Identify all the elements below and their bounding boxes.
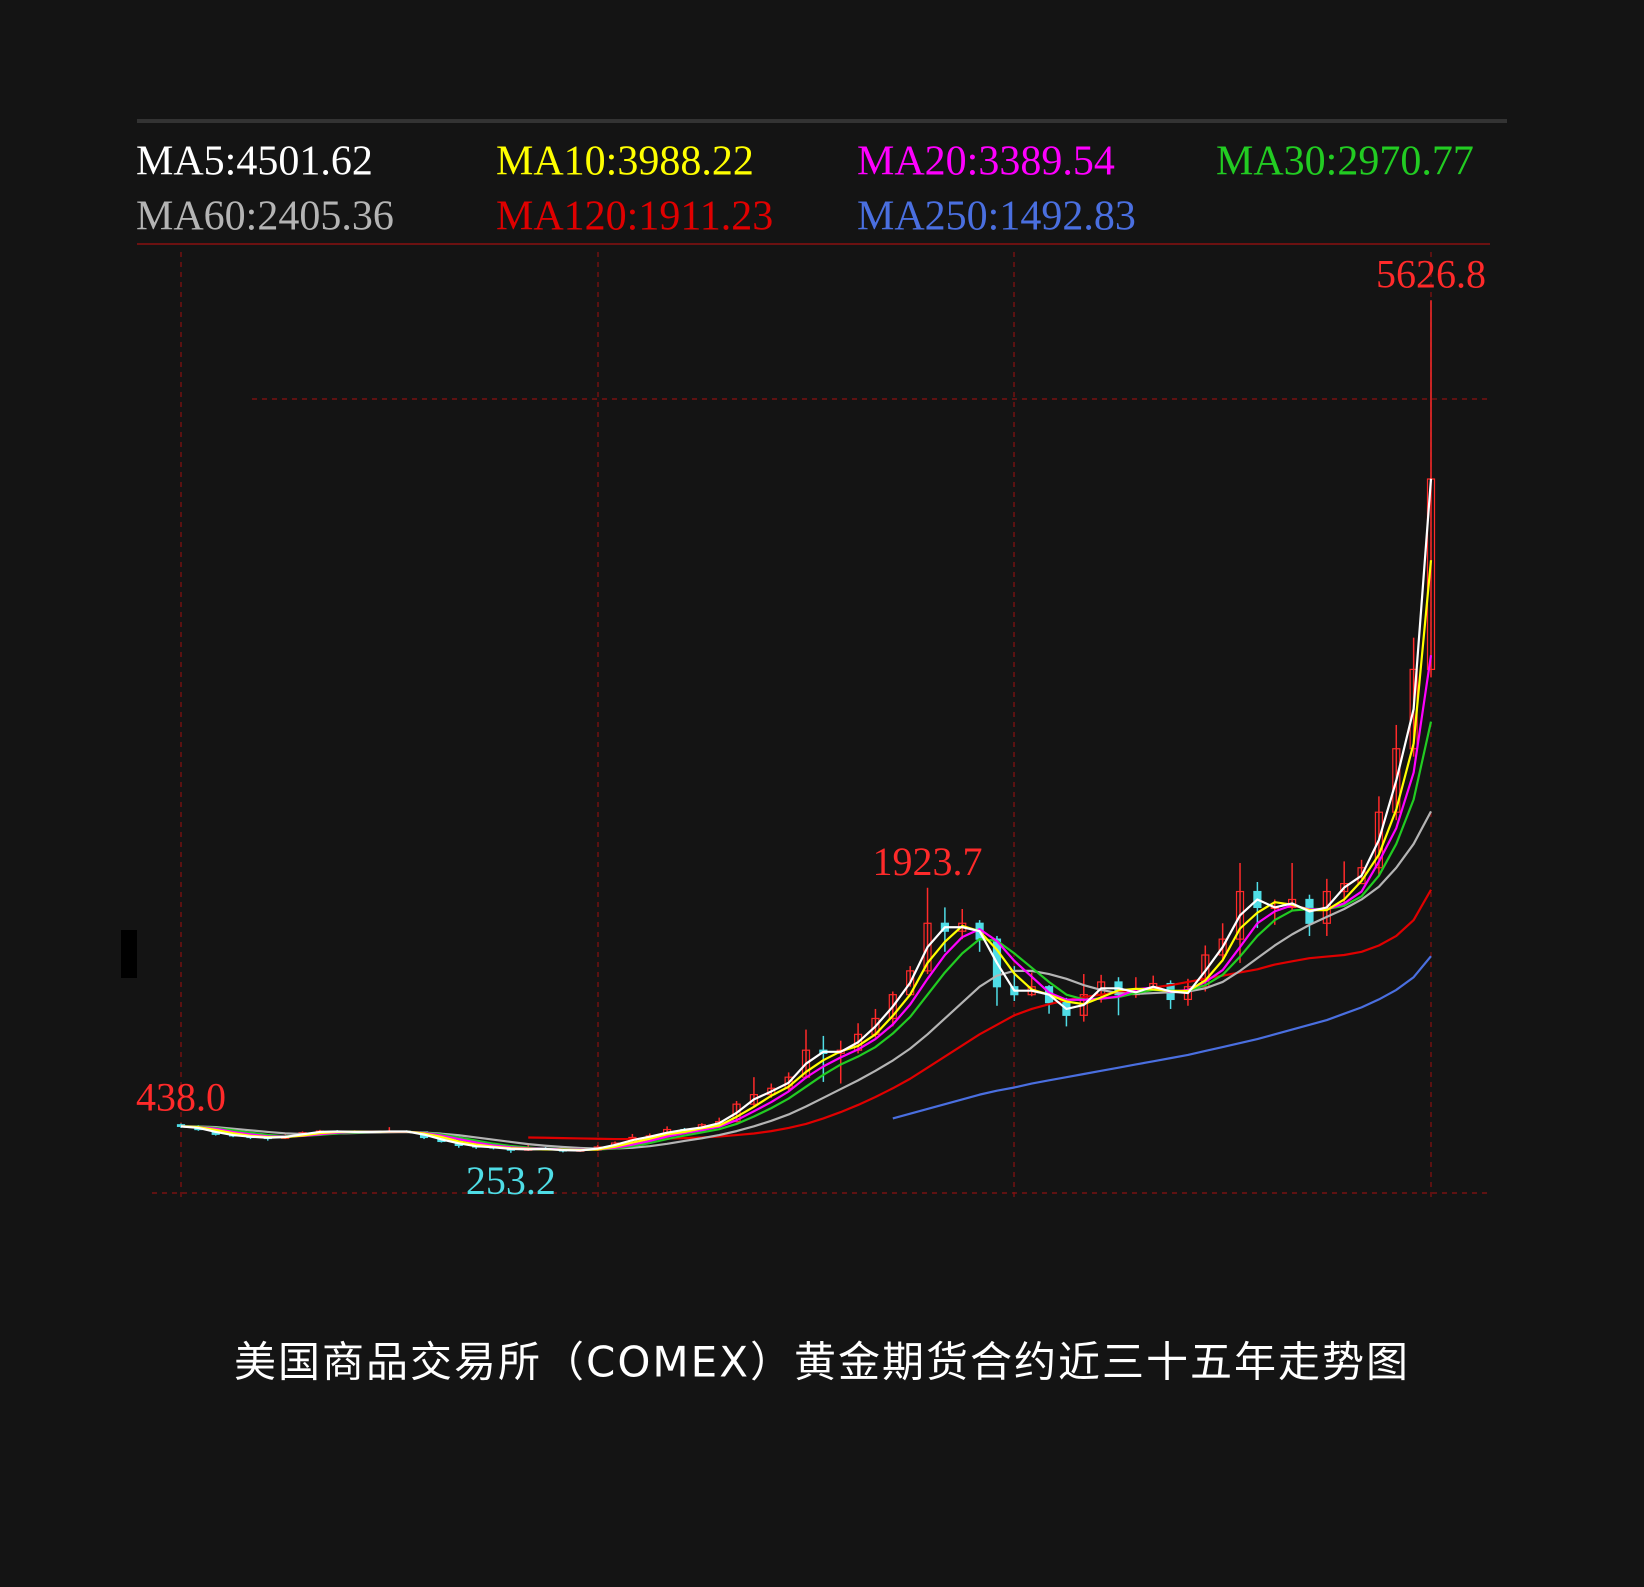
legend: MA5:4501.62 MA10:3988.22 MA20:3389.54 MA30:… — [136, 139, 1474, 240]
chart-title: 美国商品交易所（COMEX）黄金期货合约近三十五年走势图 — [234, 1338, 1410, 1387]
candle-body — [1340, 882, 1349, 893]
ma-line — [892, 955, 1432, 1120]
low-label: 253.2 — [466, 1158, 556, 1203]
candle-body — [888, 994, 897, 1020]
candle-body — [1374, 811, 1384, 869]
marker-block — [121, 930, 137, 978]
candle-body — [1235, 890, 1245, 940]
legend-entry: MA120:1911.23 — [496, 194, 773, 240]
legend-entry: MA10:3988.22 — [496, 139, 754, 185]
legend-entry: MA20:3389.54 — [857, 139, 1115, 185]
high-label: 438.0 — [136, 1075, 226, 1120]
ma-line — [528, 889, 1432, 1141]
candle-body — [732, 1103, 741, 1123]
legend-entry: MA5:4501.62 — [136, 139, 373, 185]
legend-entry: MA60:2405.36 — [136, 194, 394, 240]
plot-area: 438.0 1923.7 5626.8 253.2 — [136, 251, 1486, 1203]
candle-body — [749, 1094, 759, 1105]
ma-line — [180, 478, 1433, 1152]
high-label: 1923.7 — [873, 839, 983, 884]
candle-body — [1218, 938, 1227, 956]
candle-body — [923, 922, 932, 972]
legend-entry: MA250:1492.83 — [857, 194, 1136, 240]
legend-entry: MA30:2970.77 — [1216, 139, 1474, 185]
candle-body — [1201, 954, 1210, 988]
high-label: 5626.8 — [1376, 251, 1486, 296]
